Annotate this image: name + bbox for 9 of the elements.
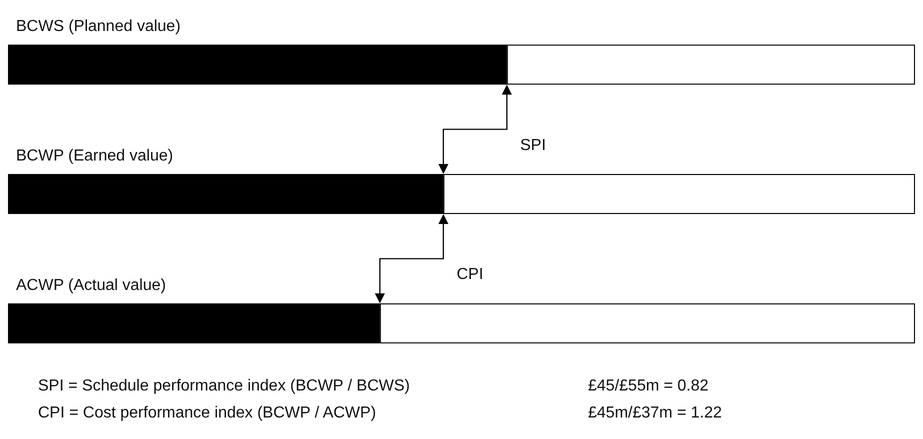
y-tick-label: BCWP (Earned value)	[16, 148, 174, 164]
text: CPI = Cost performance index (BCWP / ACWP)	[38, 404, 376, 422]
annotation: CPI	[456, 266, 484, 284]
text: SPI = Schedule performance index (BCWP / BCWS)	[38, 378, 410, 394]
annotation: SPI	[520, 136, 546, 154]
y-tick-label: ACWP (Actual value)	[16, 276, 166, 294]
text: £45m/£37m = 1.22	[588, 404, 722, 422]
y-tick-label: BCWS (Planned value)	[16, 18, 181, 36]
text: £45/£55m = 0.82	[588, 378, 709, 394]
